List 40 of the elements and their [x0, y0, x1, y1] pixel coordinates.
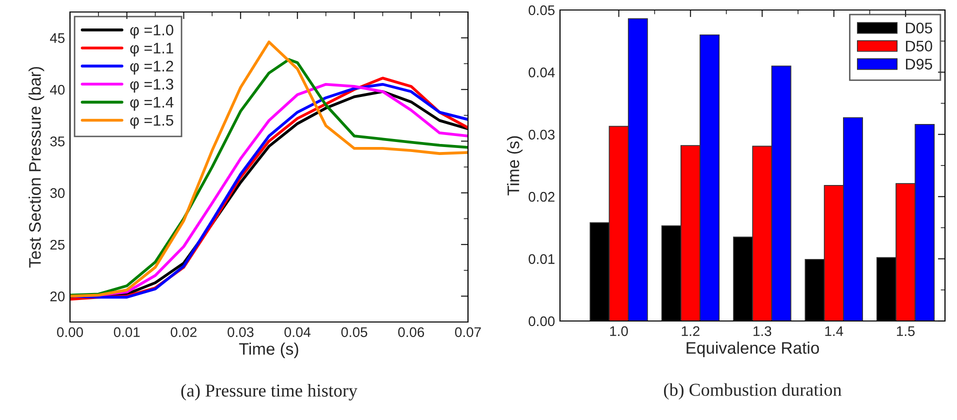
- y-tick-label: 20: [50, 292, 65, 302]
- y-tick-label: 0.02: [528, 192, 554, 202]
- x-tick-label: 1.4: [825, 326, 844, 336]
- y-axis-title: Test Section Pressure (bar): [28, 67, 44, 268]
- x-tick-label: 0.03: [228, 327, 254, 338]
- x-axis-title: Equivalence Ratio: [686, 342, 819, 358]
- y-tick-label: 25: [50, 240, 65, 250]
- y-tick-label: 0.05: [528, 5, 555, 16]
- legend-label: φ =1.3: [130, 78, 174, 93]
- x-tick-label: 0.01: [114, 327, 140, 338]
- x-tick-label: 0.05: [341, 327, 368, 338]
- legend-label: D95: [906, 58, 932, 70]
- legend-label: φ =1.0: [130, 24, 174, 38]
- y-tick-label: 30: [50, 188, 65, 198]
- y-tick-label: 0.04: [528, 68, 555, 78]
- y-tick-label: 0.00: [528, 316, 555, 326]
- x-tick-label: 1.0: [610, 326, 628, 336]
- x-tick-label: 0.00: [57, 327, 83, 338]
- y-tick-label: 40: [50, 84, 65, 95]
- y-tick-label: 45: [50, 33, 65, 44]
- legend-label: D50: [906, 40, 932, 52]
- y-tick-label: 35: [50, 136, 65, 146]
- x-tick-label: 0.06: [398, 327, 424, 338]
- y-tick-label: 0.03: [528, 130, 555, 140]
- x-tick-label: 1.2: [682, 326, 700, 336]
- legend-label: φ =1.2: [130, 60, 174, 75]
- x-tick-label: 1.5: [896, 326, 915, 336]
- text: (a) Pressure time history: [181, 384, 358, 400]
- x-tick-label: 0.02: [170, 327, 197, 338]
- x-axis-title: Time (s): [239, 342, 298, 358]
- x-tick-label: 1.3: [754, 326, 772, 336]
- legend-label: φ =1.4: [130, 97, 174, 111]
- x-tick-label: 0.04: [284, 327, 311, 338]
- y-axis-title: Time (s): [507, 136, 523, 196]
- text: (b) Combustion duration: [664, 383, 842, 400]
- legend-label: φ =1.1: [130, 42, 174, 57]
- x-tick-label: 0.07: [455, 327, 481, 338]
- legend-label: D05: [906, 22, 932, 34]
- legend-label: φ =1.5: [130, 115, 174, 129]
- y-tick-label: 0.01: [528, 254, 554, 264]
